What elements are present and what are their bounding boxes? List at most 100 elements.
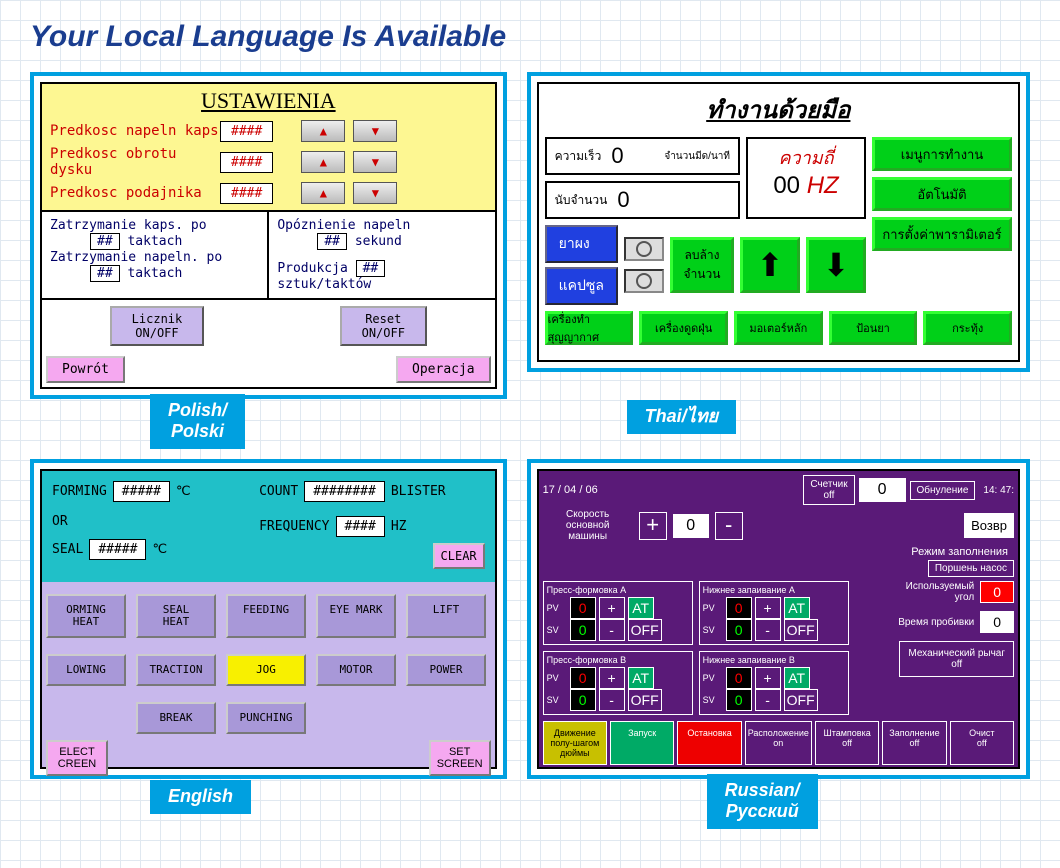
set-screen-button[interactable]: SET SCREEN [429,740,491,776]
plus-button[interactable]: + [599,597,625,619]
plus-button[interactable]: + [755,667,781,689]
auto-button[interactable]: อัตโนมัติ [872,177,1012,211]
up-arrow-button[interactable]: ⬆ [740,237,800,293]
seal-heat-button[interactable]: SEAL HEAT [136,594,216,638]
eye-mark-button[interactable]: EYE MARK [316,594,396,638]
work-menu-button[interactable]: เมนูการทำงาน [872,137,1012,171]
param-settings-button[interactable]: การตั้งค่าพารามิเตอร์ [872,217,1012,251]
mech-lever-button[interactable]: Механический рычаг off [899,641,1014,677]
radio-option[interactable] [624,237,664,261]
off-button[interactable]: OFF [628,619,662,641]
speed-disk-value[interactable]: #### [220,152,273,173]
select-screen-button[interactable]: ELECT CREEN [46,740,108,776]
stop-fill-value[interactable]: ## [90,265,120,282]
polish-label: Polish/ Polski [150,394,245,449]
speed-fill-value[interactable]: #### [220,121,273,142]
counter-toggle-button[interactable]: Licznik ON/OFF [110,306,205,346]
reset-toggle-button[interactable]: Reset ON/OFF [340,306,427,346]
traction-button[interactable]: TRACTION [136,654,216,686]
plus-button[interactable]: + [755,597,781,619]
ru-bottom-button[interactable]: Очист off [950,721,1014,765]
counter-button[interactable]: Счетчик off [803,475,854,505]
break-button[interactable]: BREAK [136,702,216,734]
vacuum-button[interactable]: เครื่องทำสุญญากาศ [545,311,634,345]
operation-button[interactable]: Operacja [396,356,491,383]
reset-button[interactable]: Обнуление [910,481,976,500]
date-label: 17 / 04 / 06 [543,484,598,496]
main-speed-label: Скорость основной машины [543,509,633,542]
plus-button[interactable]: + [599,667,625,689]
minus-button[interactable]: - [755,619,781,641]
speed-value: 0 [611,143,623,169]
ru-bottom-button[interactable]: Остановка [677,721,741,765]
minus-button[interactable]: - [755,689,781,711]
ru-bottom-button[interactable]: Запуск [610,721,674,765]
english-panel: FORMING ##### ℃ OR SEAL ##### ℃ COUNT ##… [30,459,507,779]
minus-button[interactable]: - [599,619,625,641]
count-per-min-label: จำนวนมีด/นาที [664,149,730,164]
speed-value: 0 [673,514,709,538]
off-button[interactable]: OFF [784,619,818,641]
feed-button[interactable]: ป้อนยา [829,311,918,345]
time-label: 14: 47: [983,485,1014,496]
fill-mode-label: Режим заполнения [543,546,1008,558]
back-button[interactable]: Powrót [46,356,125,383]
plus-button[interactable]: + [639,512,667,540]
punching-button[interactable]: PUNCHING [226,702,306,734]
up-arrow-button[interactable]: ▲ [301,182,345,204]
feeding-button[interactable]: FEEDING [226,594,306,638]
seal-value[interactable]: ##### [89,539,146,560]
page-title: Your Local Language Is Available [30,20,1040,54]
thai-label: Thai/ไทย [627,400,736,434]
dust-button[interactable]: เครื่องดูดฝุ่น [639,311,728,345]
jog-button[interactable]: JOG [226,654,306,686]
ru-bottom-button[interactable]: Штамповка off [815,721,879,765]
piston-button[interactable]: Поршень насос [928,560,1014,577]
powder-button[interactable]: ยาผง [545,225,618,263]
count-label: นับจำนวน [555,191,608,210]
clear-button[interactable]: CLEAR [433,543,485,569]
at-button[interactable]: AT [628,597,654,619]
at-button[interactable]: AT [784,667,810,689]
speed-feeder-value[interactable]: #### [220,183,273,204]
orming-heat-button[interactable]: ORMING HEAT [46,594,126,638]
main-motor-button[interactable]: มอเตอร์หลัก [734,311,823,345]
off-button[interactable]: OFF [628,689,662,711]
production-value[interactable]: ## [356,260,386,277]
return-button[interactable]: Возвр [964,513,1014,538]
eject-button[interactable]: กระทุ้ง [923,311,1012,345]
count-value[interactable]: ######## [304,481,385,502]
speed-disk-label: Predkosc obrotu dysku [50,146,220,178]
minus-button[interactable]: - [599,689,625,711]
down-arrow-button[interactable]: ▼ [353,182,397,204]
lowing-button[interactable]: LOWING [46,654,126,686]
off-button[interactable]: OFF [784,689,818,711]
down-arrow-button[interactable]: ▼ [353,120,397,142]
lift-button[interactable]: LIFT [406,594,486,638]
at-button[interactable]: AT [628,667,654,689]
stop-caps-value[interactable]: ## [90,233,120,250]
stop-fill-label: Zatrzymanie napeln. po [50,250,222,265]
pierce-time-label: Время пробивки [884,617,974,628]
power-button[interactable]: POWER [406,654,486,686]
capsule-button[interactable]: แคปซูล [545,267,618,305]
delay-label: Opóznienie napeln [277,218,410,233]
motor-button[interactable]: MOTOR [316,654,396,686]
freq-label: FREQUENCY [259,519,329,534]
radio-option[interactable] [624,269,664,293]
down-arrow-button[interactable]: ⬇ [806,237,866,293]
at-button[interactable]: AT [784,597,810,619]
ru-bottom-button[interactable]: Движение полу-шагом дюймы [543,721,607,765]
freq-value[interactable]: #### [336,516,385,537]
up-arrow-button[interactable]: ▲ [301,120,345,142]
russian-panel: 17 / 04 / 06 Счетчик off 0 Обнуление 14:… [527,459,1030,779]
count-value: 0 [617,187,629,213]
up-arrow-button[interactable]: ▲ [301,151,345,173]
ru-bottom-button[interactable]: Расположение on [745,721,812,765]
delay-value[interactable]: ## [317,233,347,250]
ru-bottom-button[interactable]: Заполнение off [882,721,946,765]
clear-count-button[interactable]: ลบล้าง จำนวน [670,237,734,293]
forming-value[interactable]: ##### [113,481,170,502]
down-arrow-button[interactable]: ▼ [353,151,397,173]
minus-button[interactable]: - [715,512,743,540]
